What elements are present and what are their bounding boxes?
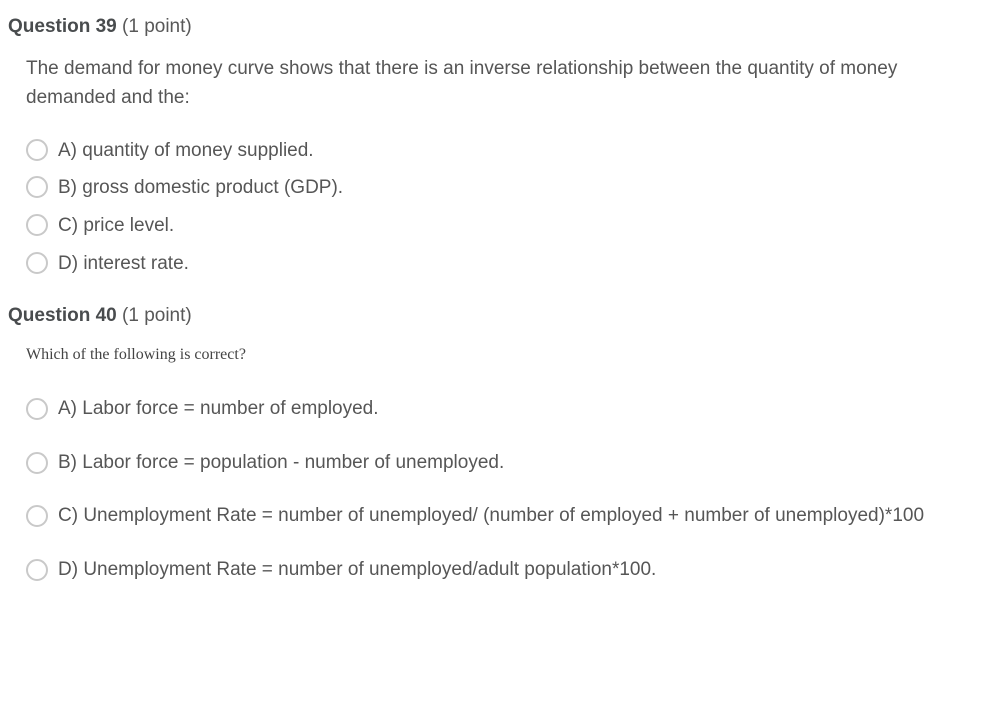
question-block: Question 39 (1 point) The demand for mon… <box>8 16 975 277</box>
question-prompt: Which of the following is correct? <box>26 343 975 368</box>
option-row: A) quantity of money supplied. <box>26 137 975 165</box>
option-row: A) Labor force = number of employed. <box>26 396 975 422</box>
question-prompt: The demand for money curve shows that th… <box>26 54 975 113</box>
option-row: C) price level. <box>26 212 975 240</box>
option-label: C) price level. <box>58 212 174 240</box>
option-row: B) gross domestic product (GDP). <box>26 174 975 202</box>
option-row: D) interest rate. <box>26 250 975 278</box>
option-row: D) Unemployment Rate = number of unemplo… <box>26 557 975 583</box>
radio-option-c[interactable] <box>26 214 48 236</box>
radio-option-a[interactable] <box>26 398 48 420</box>
option-row: C) Unemployment Rate = number of unemplo… <box>26 503 975 529</box>
question-header: Question 40 (1 point) <box>8 305 975 327</box>
radio-option-a[interactable] <box>26 139 48 161</box>
question-number: Question 39 <box>8 16 117 37</box>
option-label: B) gross domestic product (GDP). <box>58 174 343 202</box>
option-label: D) Unemployment Rate = number of unemplo… <box>58 557 656 583</box>
radio-option-b[interactable] <box>26 452 48 474</box>
option-row: B) Labor force = population - number of … <box>26 450 975 476</box>
question-block: Question 40 (1 point) Which of the follo… <box>8 305 975 582</box>
question-number: Question 40 <box>8 305 117 326</box>
question-points: (1 point) <box>122 16 192 37</box>
radio-option-d[interactable] <box>26 559 48 581</box>
options-list: A) Labor force = number of employed. B) … <box>26 396 975 583</box>
radio-option-c[interactable] <box>26 505 48 527</box>
question-header: Question 39 (1 point) <box>8 16 975 38</box>
option-label: A) quantity of money supplied. <box>58 137 314 165</box>
radio-option-d[interactable] <box>26 252 48 274</box>
question-points: (1 point) <box>122 305 192 326</box>
option-label: D) interest rate. <box>58 250 189 278</box>
option-label: C) Unemployment Rate = number of unemplo… <box>58 503 924 529</box>
options-list: A) quantity of money supplied. B) gross … <box>26 137 975 277</box>
option-label: A) Labor force = number of employed. <box>58 396 379 422</box>
option-label: B) Labor force = population - number of … <box>58 450 504 476</box>
radio-option-b[interactable] <box>26 176 48 198</box>
